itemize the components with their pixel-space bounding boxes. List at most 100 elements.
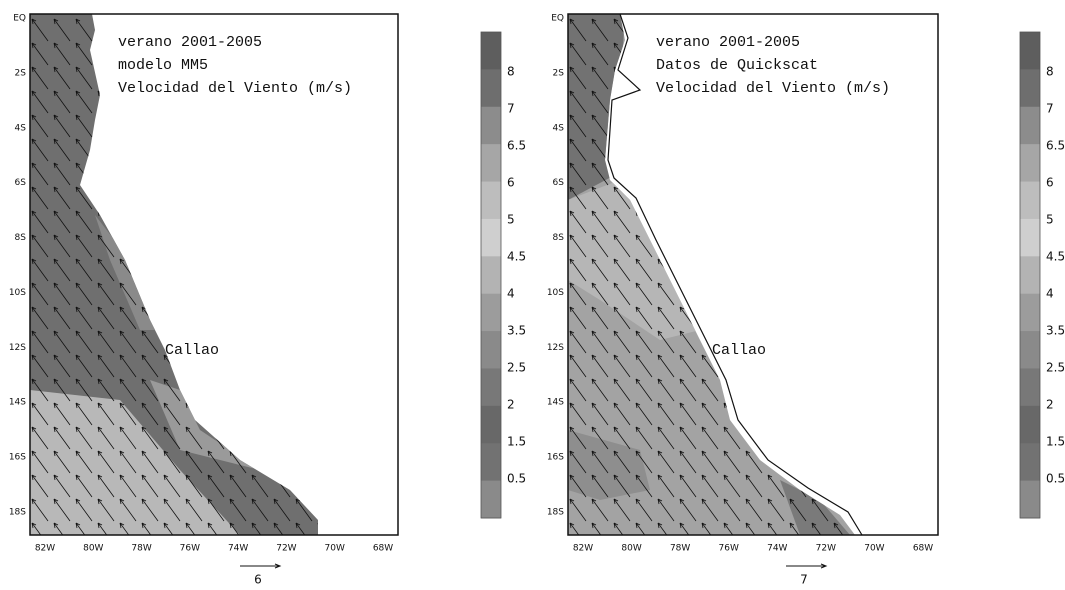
wind-vector bbox=[119, 354, 137, 378]
y-tick-label: 14S bbox=[547, 398, 564, 408]
wind-vector bbox=[635, 90, 653, 114]
wind-vector bbox=[922, 283, 938, 305]
wind-vector bbox=[789, 138, 807, 162]
wind-vector bbox=[53, 210, 71, 234]
wind-vector bbox=[833, 330, 851, 354]
wind-vector bbox=[273, 234, 291, 258]
wind-vector bbox=[745, 402, 763, 426]
wind-vector bbox=[31, 162, 49, 186]
colorbar-band bbox=[1020, 106, 1040, 145]
wind-vector bbox=[833, 18, 851, 42]
wind-vector bbox=[185, 234, 203, 258]
wind-vector bbox=[207, 498, 225, 522]
colorbar-label: 3.5 bbox=[1046, 324, 1065, 338]
wind-vector bbox=[767, 210, 785, 234]
wind-vector bbox=[900, 307, 916, 329]
wind-vector bbox=[340, 187, 356, 209]
wind-vector bbox=[163, 378, 181, 402]
wind-vector bbox=[900, 43, 916, 65]
wind-vector bbox=[340, 331, 356, 353]
wind-vector bbox=[745, 138, 763, 162]
wind-vector bbox=[119, 210, 137, 234]
wind-vector bbox=[273, 42, 291, 66]
wind-vector bbox=[362, 19, 378, 41]
wind-vector bbox=[317, 378, 318, 402]
wind-vector bbox=[119, 330, 137, 354]
wind-vector bbox=[569, 402, 587, 426]
wind-vector bbox=[97, 90, 115, 114]
wind-vector bbox=[900, 115, 916, 137]
wind-vector bbox=[922, 235, 938, 257]
wind-vector bbox=[900, 211, 916, 233]
wind-vector bbox=[75, 186, 93, 210]
wind-vector bbox=[569, 138, 587, 162]
wind-vector bbox=[878, 163, 894, 185]
wind-vector bbox=[789, 258, 807, 282]
wind-vector bbox=[75, 522, 93, 535]
wind-vector bbox=[723, 114, 741, 138]
wind-vector bbox=[591, 162, 609, 186]
reference-vector-label: 6 bbox=[254, 573, 262, 587]
wind-vector bbox=[362, 475, 378, 497]
y-tick-label: 4S bbox=[553, 123, 565, 133]
wind-vector bbox=[207, 378, 225, 402]
wind-vector bbox=[31, 378, 49, 402]
wind-vector bbox=[340, 115, 356, 137]
wind-vector bbox=[811, 354, 829, 378]
wind-vector bbox=[878, 283, 894, 305]
wind-vector bbox=[185, 378, 203, 402]
colorbar-band bbox=[481, 181, 501, 220]
wind-vector bbox=[811, 450, 829, 474]
wind-vector bbox=[53, 474, 71, 498]
wind-vector bbox=[856, 403, 872, 425]
wind-vector bbox=[119, 114, 137, 138]
wind-vector bbox=[163, 210, 181, 234]
wind-vector bbox=[900, 259, 916, 281]
wind-vector bbox=[922, 355, 938, 377]
wind-vector bbox=[207, 114, 225, 138]
wind-vector bbox=[97, 498, 115, 522]
wind-vector bbox=[273, 522, 291, 535]
wind-vector bbox=[53, 330, 71, 354]
wind-vector bbox=[635, 498, 653, 522]
wind-vector bbox=[789, 210, 807, 234]
wind-vector bbox=[767, 474, 785, 498]
wind-vector bbox=[53, 18, 71, 42]
wind-vector bbox=[591, 354, 609, 378]
wind-vector bbox=[75, 234, 93, 258]
wind-vector bbox=[745, 162, 763, 186]
wind-vector bbox=[833, 522, 851, 535]
y-tick-label: 2S bbox=[15, 68, 27, 78]
wind-vector bbox=[723, 258, 741, 282]
wind-vector bbox=[701, 162, 719, 186]
wind-vector bbox=[569, 234, 587, 258]
colorbar-band bbox=[481, 331, 501, 369]
wind-vector bbox=[789, 306, 807, 330]
wind-vector bbox=[657, 282, 675, 306]
wind-vector bbox=[856, 187, 872, 209]
wind-vector bbox=[613, 210, 631, 234]
wind-vector bbox=[273, 306, 291, 330]
wind-vector bbox=[679, 522, 697, 535]
wind-vector bbox=[53, 258, 71, 282]
wind-vector bbox=[811, 186, 829, 210]
wind-vector bbox=[340, 499, 356, 521]
colorbar-band bbox=[1020, 218, 1040, 257]
wind-vector bbox=[295, 114, 313, 138]
wind-vector bbox=[229, 282, 247, 306]
wind-vector bbox=[922, 115, 938, 137]
wind-vector bbox=[119, 234, 137, 258]
wind-vector bbox=[811, 138, 829, 162]
wind-vector bbox=[789, 354, 807, 378]
wind-vector bbox=[229, 258, 247, 282]
wind-vector bbox=[251, 138, 269, 162]
wind-vector bbox=[295, 522, 313, 535]
wind-vector bbox=[878, 403, 894, 425]
wind-vector bbox=[922, 475, 938, 497]
wind-vector bbox=[31, 186, 49, 210]
wind-vector bbox=[53, 114, 71, 138]
wind-vector bbox=[635, 354, 653, 378]
wind-vector bbox=[613, 282, 631, 306]
wind-vector bbox=[119, 402, 137, 426]
wind-vector bbox=[878, 307, 894, 329]
